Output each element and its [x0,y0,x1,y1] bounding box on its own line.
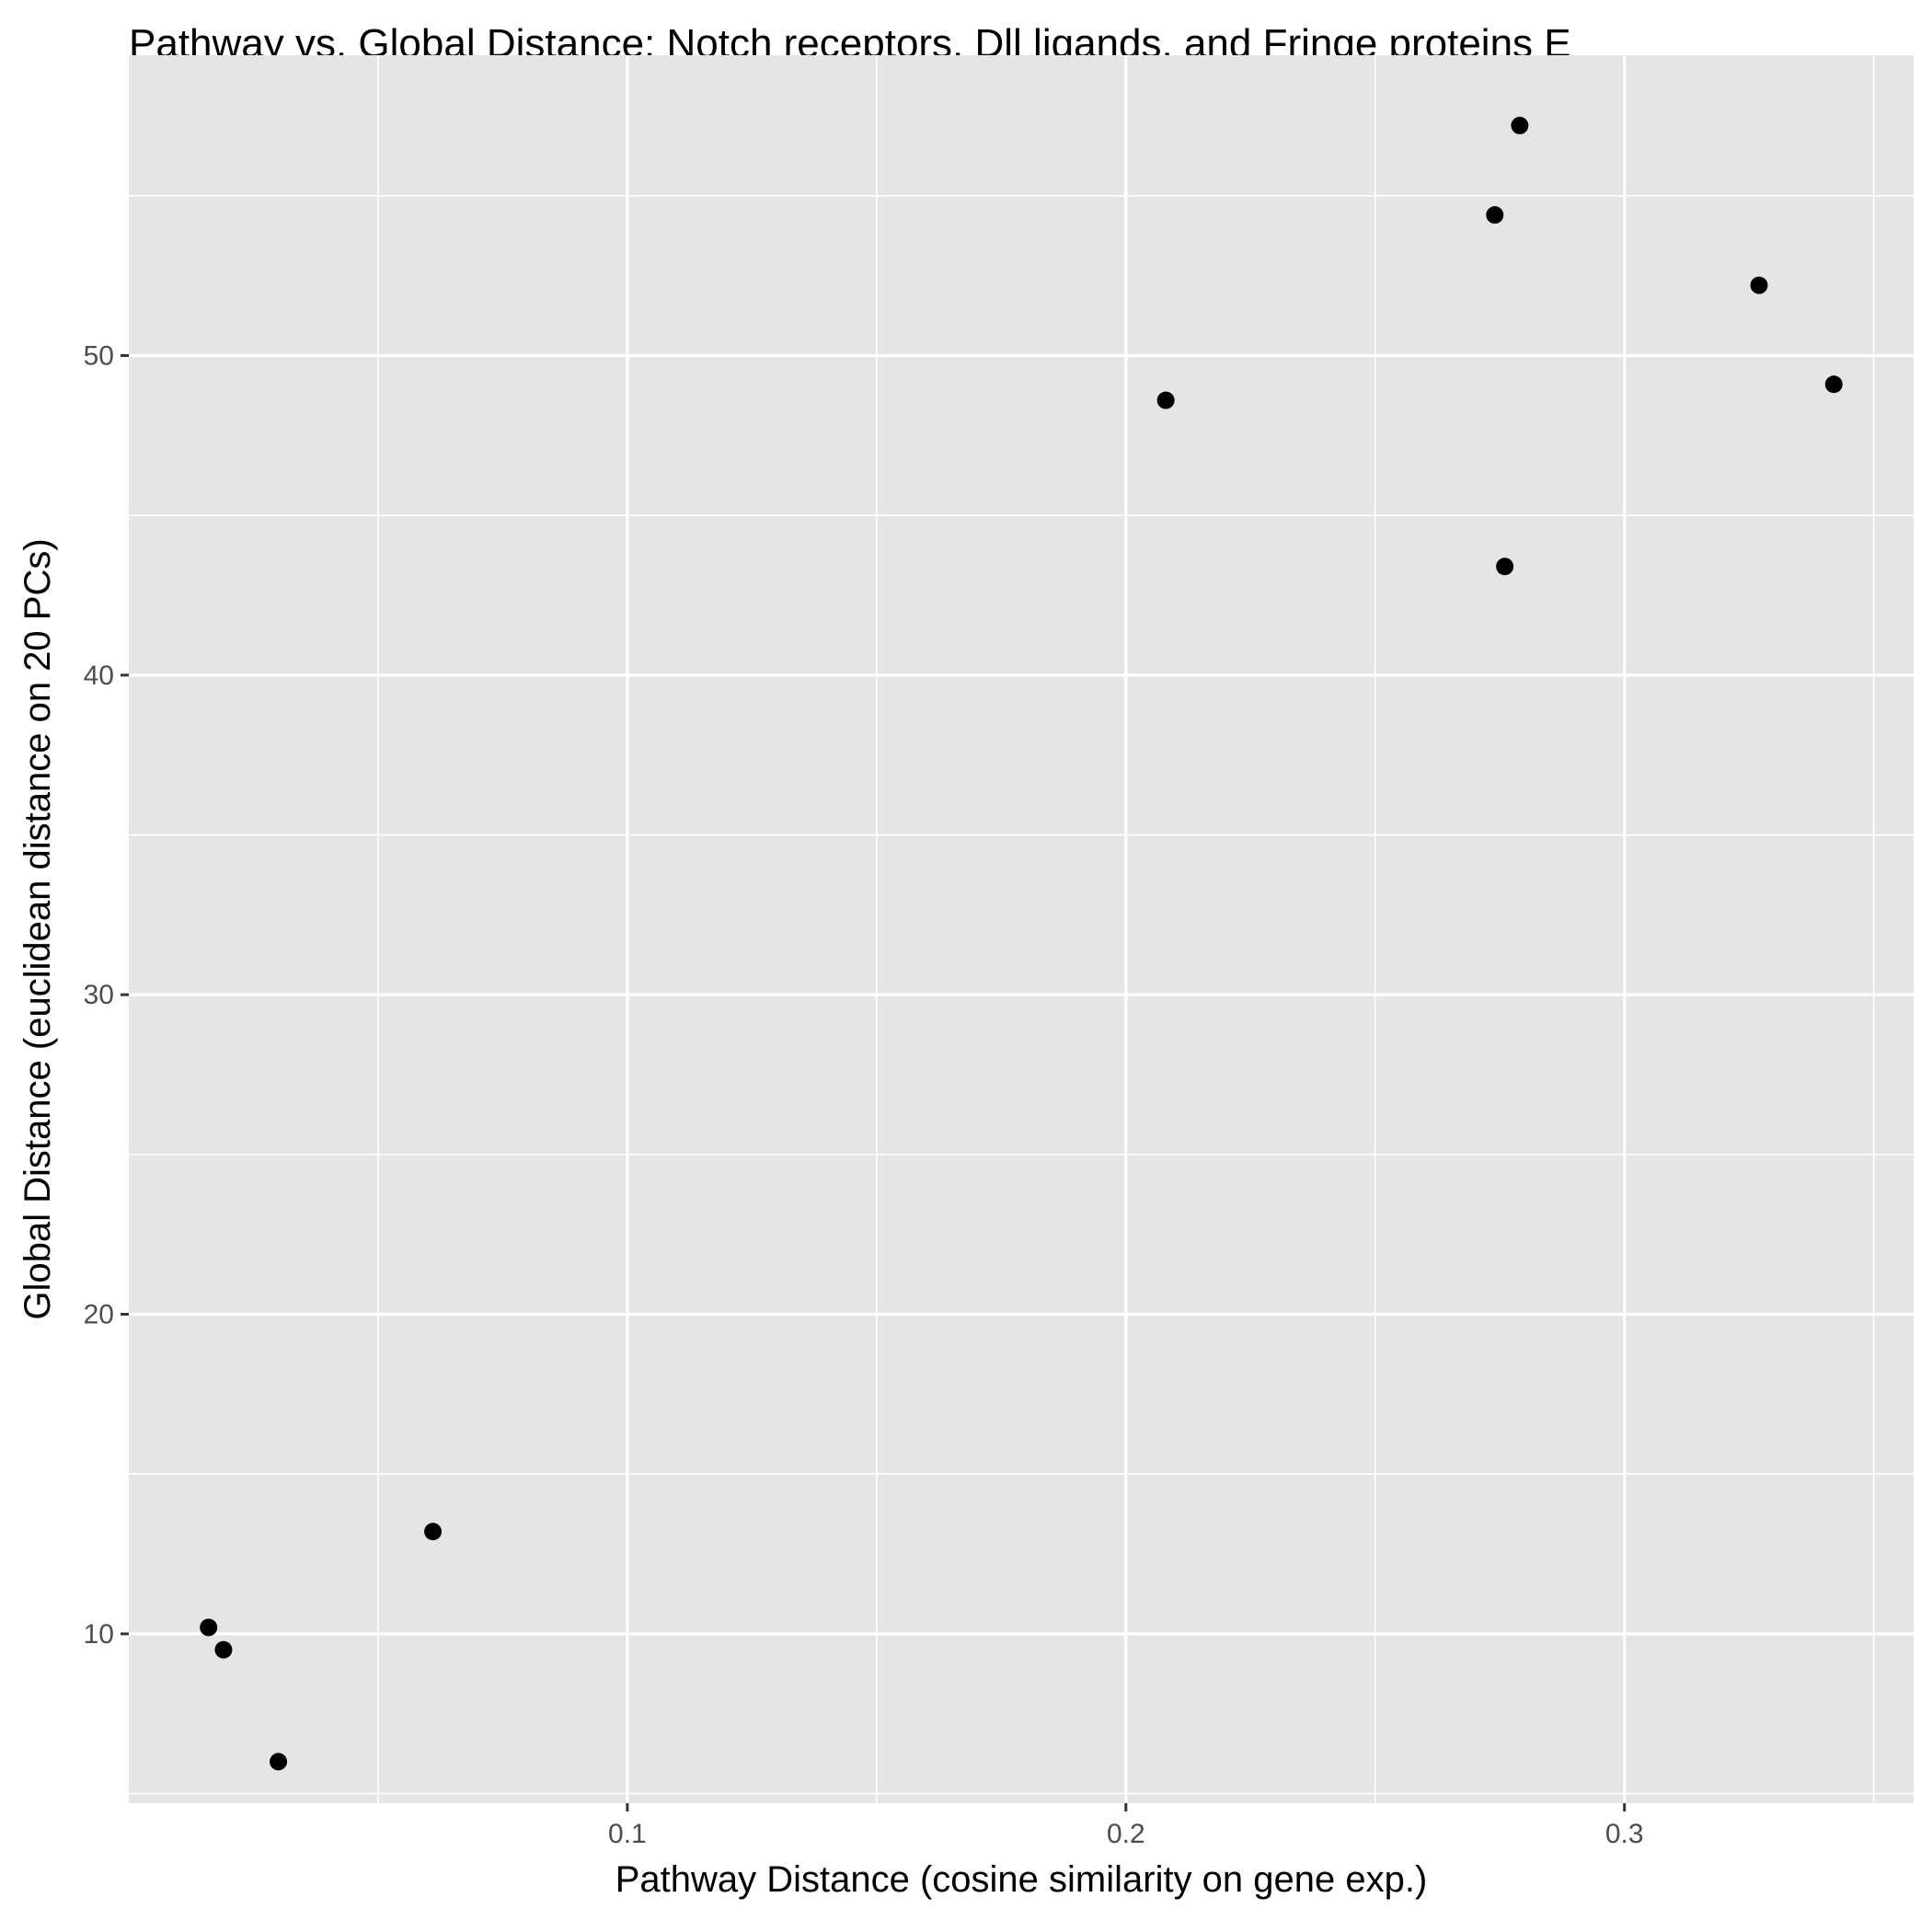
data-point [424,1523,443,1541]
y-tick-label: 20 [84,1300,114,1330]
y-axis-ticks: 10 20 30 40 50 [84,341,129,1650]
y-tick-label: 30 [84,980,114,1010]
data-point [214,1640,233,1659]
plot-panel [129,55,1914,1803]
y-axis-title: Global Distance (euclidean distance on 2… [17,538,58,1319]
minor-gridlines [129,55,1914,1803]
data-point [1750,276,1768,294]
y-tick-label: 40 [84,661,114,691]
x-axis-title: Pathway Distance (cosine similarity on g… [615,1859,1428,1900]
x-tick-label: 0.2 [1107,1819,1145,1849]
data-points [200,116,1843,1771]
data-point [1156,391,1175,409]
data-point [1511,116,1529,134]
x-tick-label: 0.3 [1605,1819,1644,1849]
y-tick-label: 10 [84,1619,114,1650]
data-point [200,1618,218,1637]
x-tick-label: 0.1 [608,1819,647,1849]
data-point [1486,206,1504,224]
data-point [1496,558,1514,576]
major-gridlines [129,55,1914,1803]
data-point [1824,375,1843,394]
y-tick-label: 50 [84,341,114,372]
data-point [270,1753,288,1771]
x-axis-ticks: 0.1 0.2 0.3 [608,1803,1644,1849]
